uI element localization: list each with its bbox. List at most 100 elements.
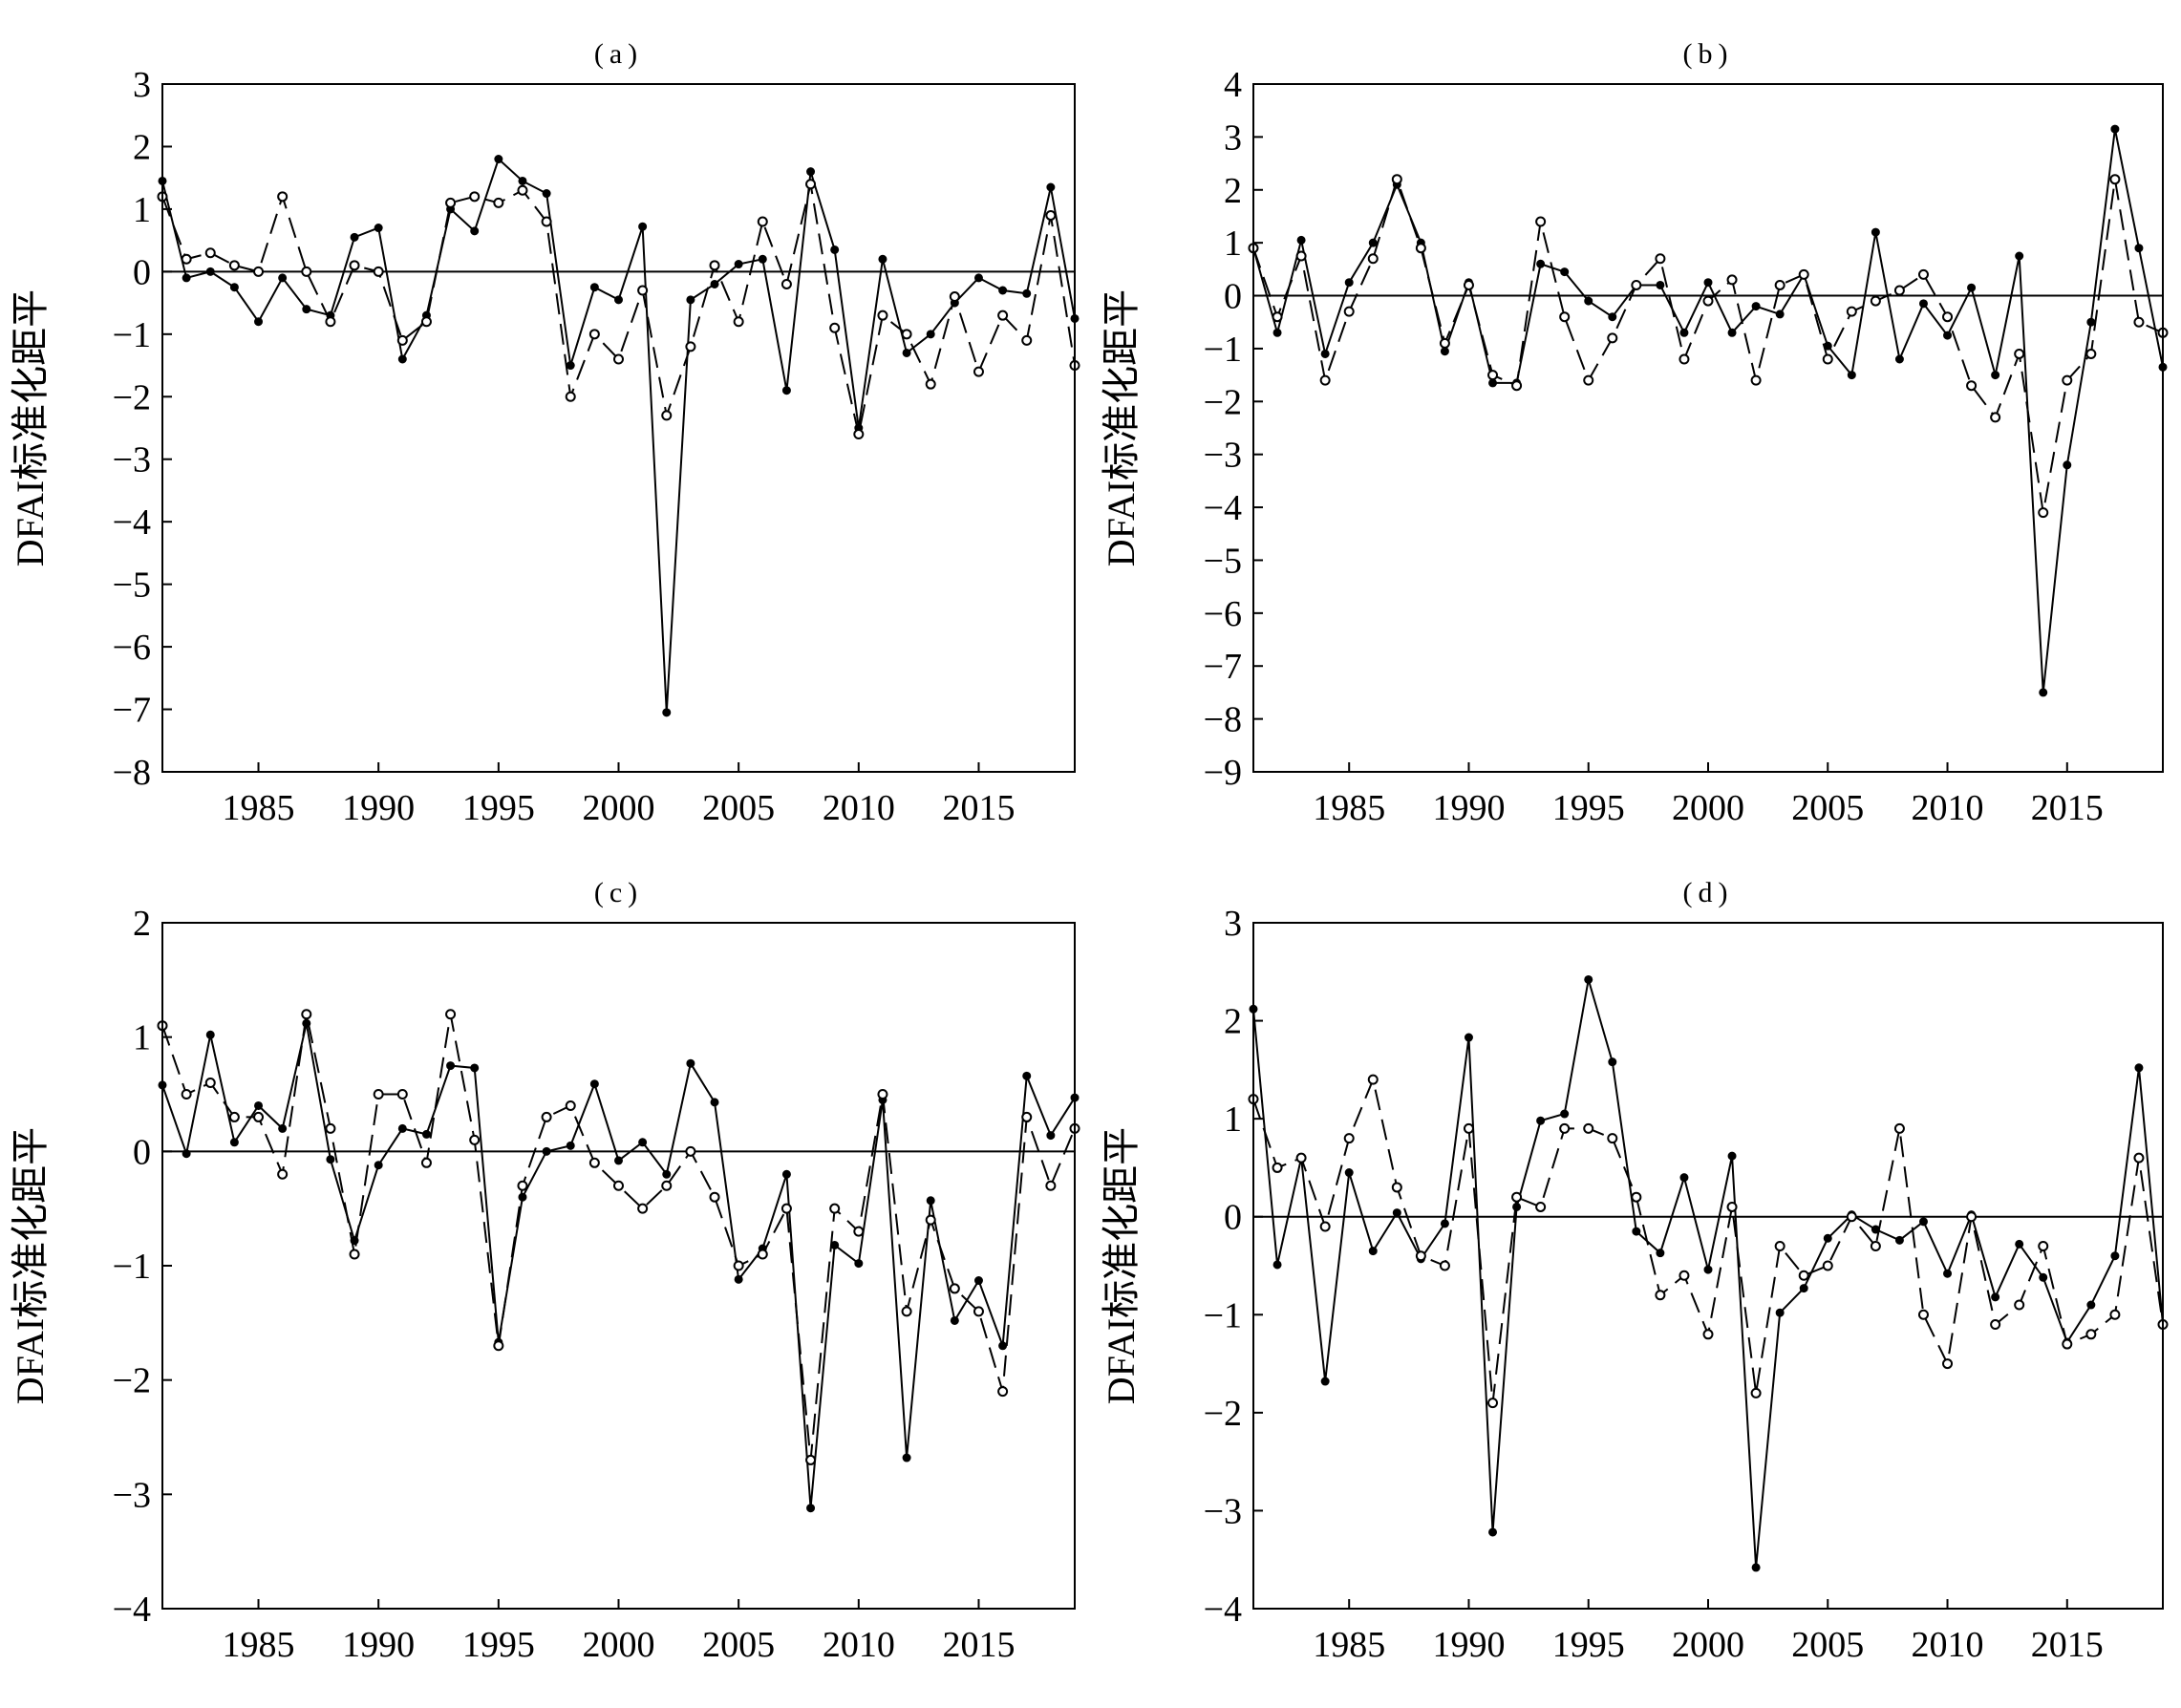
- dashed-series-point-c: [325, 1122, 336, 1134]
- solid-series-point-b: [1440, 347, 1449, 356]
- solid-series-point-a: [182, 273, 191, 283]
- dashed-series-point-c: [565, 1100, 576, 1111]
- y-tick-label-b: −2: [1204, 382, 1242, 422]
- solid-series-point-d: [1344, 1168, 1354, 1178]
- dashed-series-point-d: [1367, 1074, 1379, 1085]
- y-tick-label-b: 1: [1224, 224, 1242, 264]
- solid-series-point-b: [1871, 227, 1880, 237]
- y-tick-label-c: 2: [133, 904, 151, 944]
- dashed-series-point-a: [253, 266, 265, 277]
- dashed-series-point-b: [1391, 174, 1402, 185]
- solid-series-point-b: [1727, 328, 1737, 337]
- dashed-series-point-b: [1607, 332, 1618, 344]
- dashed-series-point-c: [396, 1089, 408, 1100]
- y-axis-label-a: DFAI标准化距平: [9, 289, 52, 566]
- dashed-series-point-a: [349, 260, 360, 271]
- dashed-series-point-c: [805, 1454, 817, 1465]
- solid-series-point-d: [1703, 1265, 1713, 1274]
- dashed-series-point-b: [1415, 243, 1426, 254]
- x-tick-label-a: 1985: [223, 788, 295, 828]
- solid-series-point-c: [518, 1192, 527, 1202]
- solid-series-point-d: [1584, 974, 1593, 984]
- dashed-series-point-a: [420, 316, 432, 328]
- dashed-series-point-a: [829, 322, 841, 333]
- solid-series-point-a: [926, 330, 935, 339]
- solid-series-point-d: [1656, 1249, 1665, 1258]
- solid-series-point-c: [205, 1030, 215, 1039]
- dashed-series-point-d: [1702, 1329, 1714, 1340]
- dashed-series-point-b: [1631, 279, 1642, 290]
- y-tick-label-a: −7: [113, 691, 151, 731]
- y-tick-label-a: −3: [113, 440, 151, 480]
- dashed-series-point-d: [2085, 1329, 2097, 1340]
- solid-series-point-a: [494, 155, 503, 164]
- solid-series-point-b: [1608, 312, 1617, 322]
- panel-title-c: (c): [594, 877, 643, 908]
- dashed-series-point-b: [2109, 174, 2121, 185]
- solid-series-point-a: [254, 317, 264, 327]
- x-tick-label-c: 2000: [583, 1625, 655, 1665]
- y-tick-label-a: −2: [113, 377, 151, 417]
- dashed-series-point-d: [1607, 1133, 1618, 1144]
- dashed-series-point-d: [1726, 1201, 1738, 1212]
- x-tick-label-b: 1995: [1552, 788, 1625, 828]
- solid-series-point-c: [926, 1196, 935, 1206]
- dashed-series-point-c: [588, 1157, 600, 1168]
- y-tick-label-b: 3: [1224, 117, 1242, 158]
- dashed-series-point-c: [181, 1089, 192, 1100]
- solid-series-point-c: [638, 1138, 648, 1147]
- solid-series-point-b: [1894, 354, 1904, 364]
- dashed-series-point-d: [1679, 1270, 1690, 1281]
- x-tick-label-d: 2005: [1791, 1625, 1864, 1665]
- y-tick-label-c: 1: [133, 1018, 151, 1058]
- solid-series-point-d: [1775, 1308, 1785, 1317]
- solid-series-point-a: [518, 176, 527, 185]
- y-tick-label-d: −2: [1204, 1394, 1242, 1434]
- y-tick-label-d: −1: [1204, 1295, 1242, 1335]
- y-axis-label-d: DFAI标准化距平: [1100, 1127, 1143, 1404]
- dashed-series-point-d: [1463, 1122, 1474, 1134]
- dashed-series-point-c: [253, 1111, 265, 1122]
- dashed-series-point-b: [1942, 311, 1954, 323]
- y-tick-label-a: 2: [133, 127, 151, 167]
- solid-series-point-c: [566, 1141, 575, 1150]
- dashed-series-point-c: [349, 1249, 360, 1260]
- y-tick-label-d: 1: [1224, 1100, 1242, 1140]
- dashed-series-point-b: [1679, 353, 1690, 365]
- dashed-series-point-a: [973, 366, 984, 377]
- dashed-series-point-a: [661, 410, 673, 421]
- solid-series-point-a: [566, 361, 575, 371]
- dashed-series-point-d: [1774, 1240, 1785, 1251]
- dashed-series-line-a: [161, 183, 1076, 435]
- dashed-series-point-d: [1966, 1211, 1978, 1223]
- dashed-series-point-b: [1295, 250, 1307, 262]
- solid-series-point-b: [2039, 688, 2048, 697]
- solid-series-point-a: [470, 226, 480, 236]
- dashed-series-point-d: [1391, 1182, 1402, 1193]
- solid-series-point-b: [2015, 251, 2024, 261]
- y-tick-label-d: 3: [1224, 904, 1242, 944]
- solid-series-line-c: [161, 1023, 1076, 1508]
- solid-series-point-a: [229, 283, 239, 292]
- dashed-series-point-d: [2014, 1299, 2025, 1311]
- dashed-series-point-d: [1319, 1221, 1331, 1232]
- panel-title-a: (a): [594, 38, 643, 70]
- y-tick-label-b: 2: [1224, 171, 1242, 211]
- solid-series-point-d: [2039, 1272, 2048, 1282]
- solid-series-point-b: [1488, 378, 1498, 388]
- solid-series-point-d: [2134, 1063, 2144, 1073]
- solid-series-point-b: [1584, 296, 1593, 306]
- dashed-series-point-b: [1990, 412, 2001, 423]
- dashed-series-point-a: [637, 285, 649, 296]
- solid-series-point-c: [902, 1453, 911, 1462]
- x-tick-label-a: 2005: [702, 788, 775, 828]
- dashed-series-point-a: [997, 310, 1009, 321]
- dashed-series-point-a: [685, 341, 696, 352]
- dashed-series-point-b: [2085, 348, 2097, 359]
- dashed-series-point-b: [1822, 353, 1833, 365]
- panel-title-b: (b): [1683, 38, 1734, 70]
- y-tick-label-b: −6: [1204, 594, 1242, 634]
- dashed-series-point-a: [733, 316, 744, 328]
- solid-series-point-a: [350, 232, 359, 242]
- solid-series-point-d: [2086, 1300, 2096, 1310]
